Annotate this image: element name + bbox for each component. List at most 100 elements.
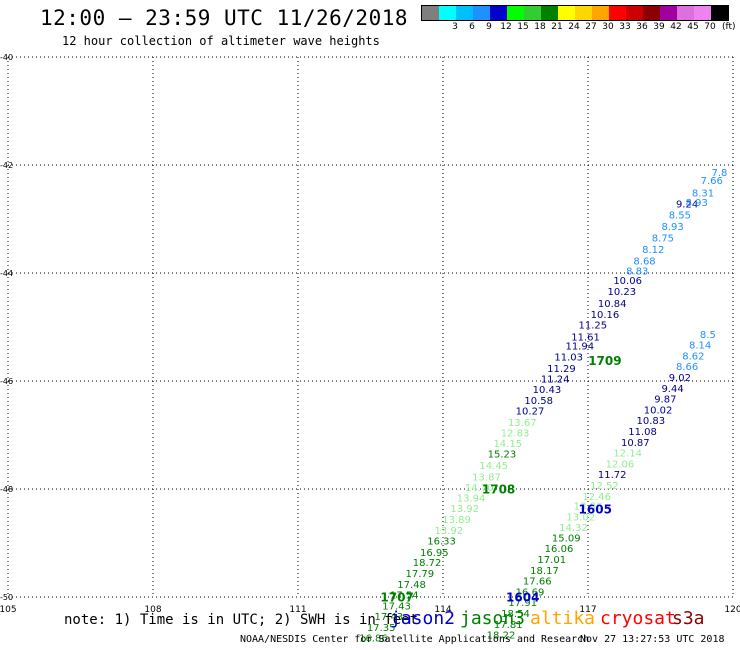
wave-height-label: 8.93: [686, 198, 708, 209]
wave-height-label: 18.54: [501, 609, 530, 620]
latitude-tick-label: -42: [0, 161, 13, 170]
wave-height-label: 14.70: [465, 483, 494, 494]
wave-height-label: 8.62: [682, 351, 704, 362]
latitude-tick-label: -44: [0, 269, 13, 278]
track-time-label: 1604: [506, 590, 539, 604]
legend-swatch: [439, 6, 456, 20]
legend-label: 45: [687, 22, 699, 32]
legend-label: 6: [469, 22, 475, 32]
wave-height-label: 16.33: [427, 537, 456, 548]
wave-height-label: 10.43: [533, 385, 562, 396]
legend-swatch: [694, 6, 711, 20]
wave-height-label: 8.66: [676, 362, 698, 373]
wave-height-label: 11.72: [598, 470, 627, 481]
timestamp-text: Nov 27 13:27:53 UTC 2018: [580, 634, 725, 645]
wave-height-label: 13.89: [442, 515, 471, 526]
legend-label: 21: [551, 22, 563, 32]
wave-height-label: 10.83: [637, 416, 666, 427]
legend-swatch: [660, 6, 677, 20]
legend-label: 36: [636, 22, 648, 32]
legend-label: 42: [670, 22, 682, 32]
legend-swatch: [626, 6, 643, 20]
legend-swatch: [507, 6, 524, 20]
latitude-tick-label: -48: [0, 485, 13, 494]
wave-height-label: 13.92: [434, 526, 463, 537]
legend-label: 30: [602, 22, 614, 32]
longitude-tick-label: 111: [289, 605, 306, 615]
longitude-tick-label: 117: [579, 605, 596, 615]
wave-height-label: 10.27: [516, 406, 545, 417]
legend-swatch: [592, 6, 609, 20]
longitude-tick-label: 105: [0, 605, 17, 615]
legend-swatch: [524, 6, 541, 20]
wave-height-label: 12.46: [582, 492, 611, 503]
longitude-tick-label: 108: [144, 605, 161, 615]
legend-label: 24: [568, 22, 580, 32]
units-note: note: 1) Time is in UTC; 2) SWH is in fe…: [64, 612, 419, 628]
wave-height-label: 10.58: [524, 396, 553, 407]
wave-height-label: 12.83: [501, 429, 530, 440]
satellite-name-s3a: s3a: [672, 608, 705, 629]
legend-label: 27: [585, 22, 597, 32]
wave-height-label: 18.22: [487, 631, 516, 642]
wave-height-label: 8.31: [692, 188, 714, 199]
satellite-name-jason3: jason3: [460, 608, 526, 629]
wave-height-label: 17.35: [367, 623, 396, 634]
longitude-tick-label: 114: [434, 605, 451, 615]
wave-height-label: 10.06: [613, 276, 642, 287]
wave-height-label: 8.55: [669, 210, 691, 221]
wave-height-label: 16.86: [359, 633, 388, 644]
legend-label: 70: [704, 22, 716, 32]
satellite-name-cryosat: cryosat: [600, 608, 676, 629]
legend-swatch: [541, 6, 558, 20]
wave-height-label: 12.52: [590, 481, 619, 492]
wave-height-label: 13.06: [574, 502, 603, 513]
latitude-tick-label: -50: [0, 593, 13, 602]
legend-swatch: [490, 6, 507, 20]
wave-height-label: 8.5: [700, 330, 716, 341]
legend-label: 33: [619, 22, 631, 32]
legend-swatch: [422, 6, 439, 20]
legend-labels: 3 6 9 12 15 18 21 24 27 30 33 36 39 42 45 70: [421, 22, 740, 34]
wave-height-label: 9.87: [654, 395, 676, 406]
legend-swatch: [558, 6, 575, 20]
wave-height-label: 15.09: [552, 533, 581, 544]
wave-height-label: 11.24: [541, 375, 570, 386]
wave-height-label: 11.25: [579, 321, 608, 332]
wave-height-label: 13.67: [508, 418, 537, 429]
page-subtitle: 12 hour collection of altimeter wave hei…: [62, 34, 380, 48]
wave-height-label: 12.06: [606, 459, 635, 470]
wave-height-label: 18.72: [413, 558, 442, 569]
legend-swatch: [456, 6, 473, 20]
wave-height-label: 16.95: [420, 548, 449, 559]
legend-label: 3: [452, 22, 458, 32]
wave-height-label: 8.93: [661, 222, 683, 233]
wave-height-label: 17.01: [537, 555, 566, 566]
wave-height-label: 11.08: [628, 427, 657, 438]
legend-label: 15: [517, 22, 529, 32]
wave-height-label: 8.83: [626, 267, 648, 278]
legend-label: 9: [486, 22, 492, 32]
legend-unit: (ft): [722, 22, 736, 32]
wave-height-label: 17.43: [375, 612, 404, 623]
wave-height-label: 11.94: [565, 342, 594, 353]
satellite-name-altika: altika: [530, 608, 596, 629]
wave-height-label: 17.66: [523, 577, 552, 588]
wave-height-label: 13.87: [472, 472, 501, 483]
wave-height-label: 18.17: [530, 566, 559, 577]
legend-swatch: [473, 6, 490, 20]
legend-swatch: [711, 6, 728, 20]
wave-height-label: 12.14: [613, 449, 642, 460]
wave-height-label: 11.29: [547, 364, 576, 375]
legend-swatch: [677, 6, 694, 20]
satellite-name-jason2: jason2: [390, 608, 456, 629]
wave-height-label: 16.06: [545, 544, 574, 555]
legend-label: 12: [500, 22, 512, 32]
wave-height-label: 10.87: [621, 438, 650, 449]
legend-label: 39: [653, 22, 665, 32]
wave-height-label: 17.43: [382, 601, 411, 612]
latitude-tick-label: -46: [0, 377, 13, 386]
wave-height-label: 13.92: [450, 504, 479, 515]
legend-swatch: [575, 6, 592, 20]
